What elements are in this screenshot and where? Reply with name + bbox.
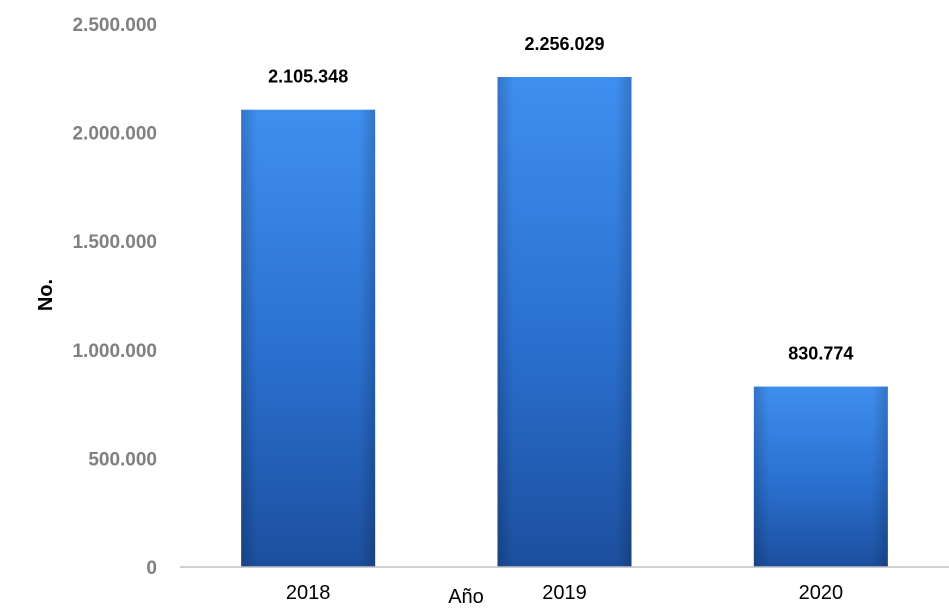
bar-2018 [241,109,376,567]
bar-shade [753,386,888,567]
y-tick-label: 500.000 [88,449,157,470]
data-label: 2.256.029 [524,34,604,54]
y-axis-title: No. [35,279,57,311]
bar-2019 [497,76,632,567]
x-axis-ticks: 2018 2019 2020 [286,582,843,604]
bar-shade [497,76,632,567]
data-label: 2.105.348 [268,67,348,87]
bar-shade [241,109,376,567]
data-labels-group: 2.105.348 2.256.029 830.774 [268,34,853,364]
y-tick-label: 2.000.000 [72,124,157,145]
y-tick-label: 0 [146,558,157,579]
y-tick-label: 2.500.000 [72,15,157,36]
data-label: 830.774 [788,344,853,364]
y-tick-label: 1.500.000 [72,232,157,253]
y-axis-ticks: 0 500.000 1.000.000 1.500.000 2.000.000 2.500… [72,15,157,579]
x-tick-label: 2019 [542,582,587,604]
x-axis-title: Año [448,586,484,606]
y-tick-label: 1.000.000 [72,341,157,362]
bars-group [241,76,888,567]
x-tick-label: 2018 [286,582,331,604]
bar-2020 [753,386,888,567]
x-tick-label: 2020 [799,582,844,604]
